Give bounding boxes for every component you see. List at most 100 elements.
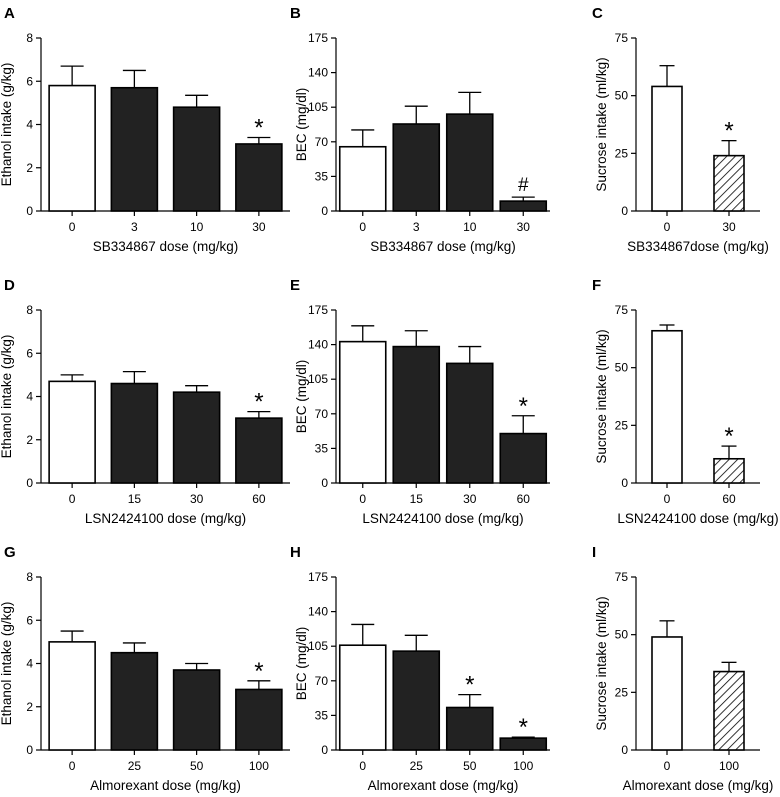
- bar: [235, 417, 283, 484]
- bar: [713, 154, 745, 212]
- y-tick-label: 0: [321, 204, 328, 218]
- significance-mark: *: [724, 423, 733, 450]
- y-tick-label: 25: [615, 418, 629, 432]
- y-tick-label: 6: [26, 346, 33, 360]
- y-tick-label: 105: [308, 372, 328, 386]
- y-tick-label: 175: [308, 570, 328, 584]
- y-tick-label: 2: [26, 433, 33, 447]
- y-tick-label: 4: [26, 390, 33, 404]
- y-tick-label: 75: [615, 31, 629, 45]
- bar: [48, 641, 96, 751]
- y-tick-label: 0: [621, 204, 628, 218]
- x-tick-label: 30: [252, 220, 266, 234]
- panel-f: F 0 25 50 75 Sucrose intake (ml/kg) 0 60 * LSN242…: [592, 277, 779, 526]
- significance-mark: *: [254, 389, 263, 416]
- bar: [110, 382, 159, 484]
- y-axis-label: Sucrose intake (ml/kg): [594, 57, 609, 191]
- x-tick-label: 100: [719, 759, 739, 773]
- bar: [172, 669, 221, 751]
- y-tick-label: 2: [26, 161, 33, 175]
- bar: [445, 362, 494, 484]
- y-axis-label: BEC (mg/dl): [294, 627, 309, 701]
- panel-d: D 0 2 4 6 8 Ethanol intake (g/kg) 0 15 30 60 * LSN24…: [0, 277, 290, 526]
- x-tick-label: 30: [190, 492, 204, 506]
- panel-label: D: [4, 277, 15, 294]
- bar: [499, 737, 548, 751]
- x-axis-label: LSN2424100 dose (mg/kg): [85, 511, 246, 526]
- y-tick-label: 140: [308, 605, 328, 619]
- x-axis-label: Almorexant dose (mg/kg): [368, 778, 519, 793]
- y-axis-label: Ethanol intake (g/kg): [0, 335, 14, 459]
- x-axis-label: LSN2424100 dose (mg/kg): [617, 511, 778, 526]
- panel-label: F: [592, 277, 601, 294]
- x-axis-label: SB334867dose (mg/kg): [627, 239, 769, 254]
- x-tick-label: 0: [359, 220, 366, 234]
- panel-c: C 0 25 50 75 Sucrose intake (ml/kg) 0 30 * SB3348…: [592, 5, 769, 254]
- y-tick-label: 0: [321, 743, 328, 757]
- y-tick-label: 70: [315, 674, 329, 688]
- x-tick-label: 50: [463, 759, 477, 773]
- x-tick-label: 25: [128, 759, 142, 773]
- bar: [392, 650, 441, 751]
- bar: [338, 644, 387, 751]
- x-tick-label: 0: [359, 492, 366, 506]
- y-tick-label: 175: [308, 31, 328, 45]
- y-tick-label: 50: [615, 89, 629, 103]
- y-tick-label: 0: [26, 743, 33, 757]
- y-tick-label: 8: [26, 31, 33, 45]
- bar: [392, 123, 441, 212]
- panel-label: E: [290, 277, 300, 294]
- x-tick-label: 60: [252, 492, 266, 506]
- y-axis-label: Sucrose intake (ml/kg): [594, 329, 609, 463]
- bar: [445, 113, 494, 212]
- significance-mark: *: [519, 714, 528, 741]
- x-tick-label: 100: [513, 759, 533, 773]
- x-tick-label: 0: [69, 220, 76, 234]
- x-tick-label: 0: [664, 759, 671, 773]
- bar: [651, 85, 683, 212]
- x-tick-label: 50: [190, 759, 204, 773]
- y-tick-label: 0: [26, 204, 33, 218]
- x-tick-label: 15: [410, 492, 424, 506]
- bar: [338, 145, 387, 212]
- y-tick-label: 140: [308, 338, 328, 352]
- significance-mark: *: [519, 393, 528, 420]
- bar: [48, 84, 96, 212]
- y-tick-label: 35: [315, 708, 329, 722]
- x-tick-label: 60: [722, 492, 736, 506]
- bar: [499, 432, 548, 484]
- x-tick-label: 3: [413, 220, 420, 234]
- bar: [235, 143, 283, 212]
- bar: [172, 391, 221, 484]
- x-tick-label: 0: [664, 492, 671, 506]
- bar: [48, 380, 96, 484]
- x-tick-label: 30: [722, 220, 736, 234]
- y-axis-label: BEC (mg/dl): [294, 88, 309, 162]
- y-axis-label: BEC (mg/dl): [294, 360, 309, 434]
- significance-mark: *: [254, 658, 263, 685]
- x-tick-label: 0: [664, 220, 671, 234]
- x-axis-label: SB334867 dose (mg/kg): [93, 239, 239, 254]
- panel-label: I: [592, 544, 596, 561]
- panel-e: E 0 35 70 105 140 175 BEC (mg/dl) 0 15 30 60 * LSN242…: [290, 277, 550, 526]
- y-tick-label: 25: [615, 146, 629, 160]
- y-tick-label: 70: [315, 407, 329, 421]
- bar: [713, 670, 745, 751]
- y-tick-label: 35: [315, 441, 329, 455]
- x-tick-label: 0: [359, 759, 366, 773]
- x-tick-label: 10: [190, 220, 204, 234]
- panel-label: G: [4, 544, 16, 561]
- y-axis-label: Ethanol intake (g/kg): [0, 602, 14, 726]
- bar: [651, 329, 683, 484]
- y-tick-label: 75: [615, 303, 629, 317]
- bar: [651, 636, 683, 751]
- panel-b: B 0 35 70 105 140 175 BEC (mg/dl) 0 3 10 30 # SB33486…: [290, 5, 550, 254]
- y-tick-label: 4: [26, 118, 33, 132]
- bar: [172, 106, 221, 212]
- y-tick-label: 175: [308, 303, 328, 317]
- panel-label: A: [4, 5, 15, 22]
- x-tick-label: 100: [249, 759, 269, 773]
- y-axis-label: Ethanol intake (g/kg): [0, 63, 14, 187]
- y-axis-label: Sucrose intake (ml/kg): [594, 596, 609, 730]
- y-tick-label: 50: [615, 361, 629, 375]
